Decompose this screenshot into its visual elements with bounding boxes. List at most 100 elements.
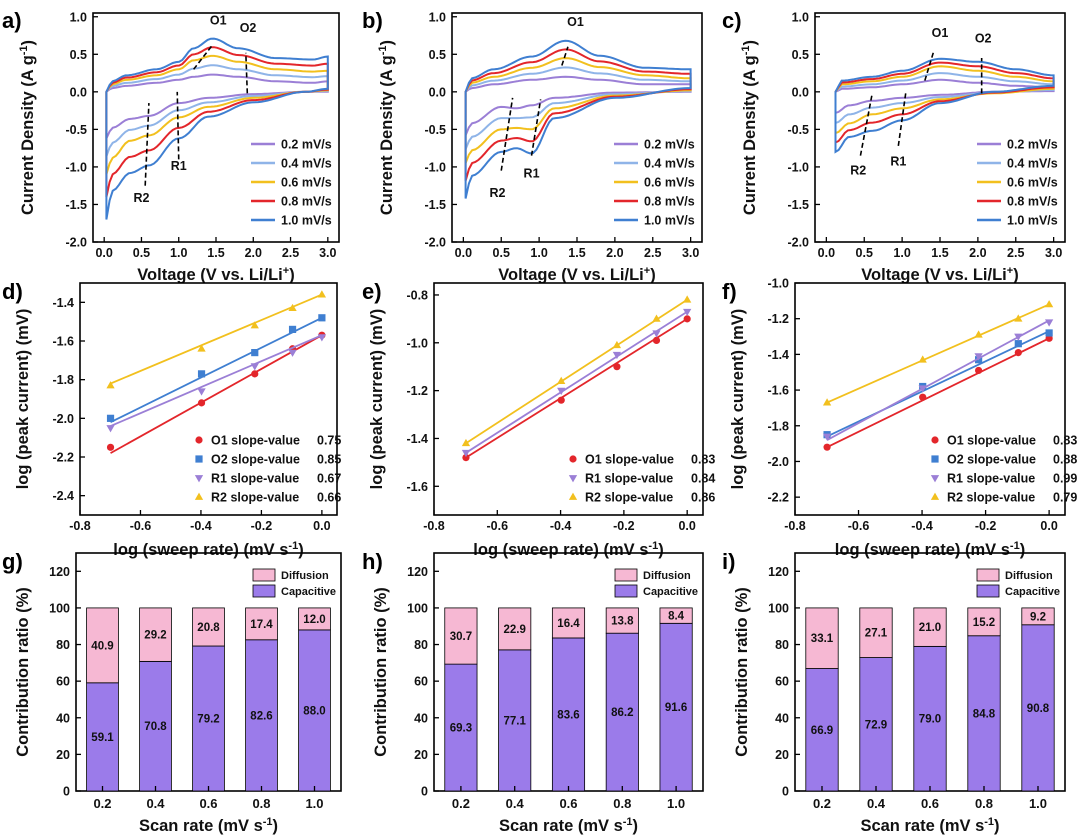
legend-marker — [930, 492, 940, 500]
x-tick-label: 2.5 — [1007, 246, 1024, 260]
x-axis-label-text: Scan rate (mV s — [860, 817, 984, 835]
legend-swatch-capacitive — [976, 584, 1000, 598]
legend-label: R2 slope-value — [211, 491, 299, 505]
data-point-o2 — [197, 370, 206, 378]
y-tick-label: 120 — [49, 565, 70, 579]
y-axis-label-text: log (peak current) (mV) — [368, 309, 386, 490]
y-tick-label: -1.4 — [406, 432, 428, 446]
y-axis-label: Current Density (A g-1) — [740, 40, 759, 215]
cv-curve-08 — [834, 61, 1055, 145]
y-tick-label: 0 — [782, 785, 789, 799]
bar-capacitive — [913, 645, 947, 792]
data-point-r2 — [612, 340, 622, 349]
peak-guide-line — [193, 44, 213, 70]
bar-diffusion — [1021, 607, 1055, 626]
bar-value-capacitive: 72.9 — [865, 719, 887, 731]
bar-capacitive — [245, 639, 278, 792]
panel-f: -0.8 -0.6 -0.4 -0.2 0.0 -2.2 -2.0 -1.8 -1.6 -1.4 -… — [722, 277, 1077, 560]
x-category-label: 0.4 — [506, 796, 525, 811]
legend-label: 0.8 mV/s — [644, 195, 695, 209]
x-axis-label-sup: + — [283, 265, 289, 277]
y-tick-label: 120 — [407, 565, 428, 579]
fit-line-o2 — [110, 316, 323, 424]
y-tick-label: -1.4 — [52, 296, 74, 310]
y-axis-label-sup: -1 — [740, 45, 752, 55]
y-tick-label: 60 — [775, 675, 789, 689]
y-tick-label: -1.8 — [767, 419, 789, 433]
legend-label: O1 slope-value — [947, 434, 1036, 448]
data-point-r1 — [250, 363, 259, 371]
y-tick-label: 100 — [768, 601, 789, 615]
data-point-r2 — [197, 344, 206, 352]
y-axis-label-text: log (peak current) (mV) — [14, 309, 32, 490]
y-axis-label: Current Density (A g-1) — [377, 40, 396, 215]
legend-label-capacitive: Capacitive — [281, 586, 336, 598]
bar-value-diffusion: 16.4 — [557, 618, 580, 630]
x-category-label: 1.0 — [305, 796, 323, 811]
x-axis-label-sup: -1 — [648, 540, 658, 552]
x-category-label: 0.2 — [813, 796, 831, 811]
x-axis-label-end: ) — [994, 817, 1000, 835]
plot-frame — [794, 282, 1066, 516]
x-tick-label: 1.0 — [530, 246, 547, 260]
y-tick-label: -1.5 — [65, 198, 87, 212]
bar-value-diffusion: 22.9 — [504, 624, 526, 636]
plot-frame — [433, 282, 704, 516]
y-tick-label: -1.4 — [767, 348, 789, 362]
legend-label: 0.6 mV/s — [1007, 176, 1058, 190]
panel-label: f) — [722, 279, 737, 304]
peak-guide-line — [245, 52, 249, 94]
legend-label: 0.2 mV/s — [1007, 138, 1058, 152]
fit-line-r1 — [110, 334, 323, 427]
x-tick-label: -0.6 — [130, 519, 152, 533]
data-point-o2 — [106, 414, 115, 422]
bar-value-capacitive: 70.8 — [144, 721, 167, 733]
x-axis-label-sup: -1 — [623, 816, 633, 828]
x-tick-label: -0.8 — [784, 519, 806, 533]
x-tick-label: -0.2 — [613, 519, 635, 533]
y-tick-label: 40 — [56, 711, 70, 725]
panel-d: -0.8 -0.6 -0.4 -0.2 0.0 -2.4 -2.2 -2.0 -1.8 -1.6 -… — [2, 279, 341, 559]
panel-e: -0.8 -0.6 -0.4 -0.2 0.0 -1.6 -1.4 -1.2 -1.0 -0.8 l… — [362, 279, 715, 559]
peak-label-o1: O1 — [567, 15, 584, 29]
panel-label: e) — [362, 279, 382, 304]
data-point-o1 — [975, 366, 983, 375]
bar-diffusion — [192, 607, 225, 647]
y-axis-label-end: ) — [741, 40, 759, 46]
legend-slope-value: 0.86 — [691, 491, 715, 505]
y-axis-label: Contribution ratio (%) — [14, 587, 32, 757]
legend-slope-value: 0.67 — [317, 472, 341, 486]
peak-guide-line — [530, 99, 542, 156]
y-tick-label: -2.0 — [787, 236, 809, 250]
bar-capacitive — [805, 668, 839, 792]
y-tick-label: 20 — [414, 748, 428, 762]
y-tick-label: 60 — [56, 675, 70, 689]
fit-line-r2 — [110, 293, 323, 385]
x-axis-label: log (sweep rate) (mV s-1) — [835, 540, 1025, 559]
bar-diffusion — [139, 607, 172, 662]
legend-swatch-diffusion — [976, 568, 1000, 582]
data-point-r1 — [612, 351, 622, 360]
bar-capacitive — [551, 637, 586, 792]
x-category-label: 0.4 — [867, 796, 886, 811]
legend-label: O2 slope-value — [947, 453, 1036, 467]
data-point-o1 — [652, 336, 661, 345]
legend-label-capacitive: Capacitive — [643, 586, 698, 598]
x-axis-label-end: ) — [1020, 541, 1026, 559]
y-axis-label: log (peak current) (mV) — [14, 309, 32, 490]
legend-slope-value: 0.66 — [317, 491, 341, 505]
peak-label-o1: O1 — [932, 26, 949, 40]
x-axis-label-text: Voltage (V vs. Li/Li — [861, 266, 1006, 284]
data-point-r1 — [918, 385, 927, 393]
y-tick-label: 80 — [775, 638, 789, 652]
x-tick-label: 2.0 — [606, 246, 623, 260]
x-tick-label: -0.6 — [487, 519, 509, 533]
peak-label-r1: R1 — [524, 166, 540, 180]
y-tick-label: 40 — [414, 711, 428, 725]
y-tick-label: -2.0 — [424, 236, 446, 250]
panel-h: 0 20 40 60 80 100 120 Scan rate (mV s-1) Contrib… — [362, 549, 704, 835]
x-tick-label: -0.2 — [975, 519, 997, 533]
data-point-o2 — [251, 349, 259, 357]
data-point-r1 — [1014, 333, 1023, 341]
y-tick-label: -1.8 — [52, 373, 74, 387]
